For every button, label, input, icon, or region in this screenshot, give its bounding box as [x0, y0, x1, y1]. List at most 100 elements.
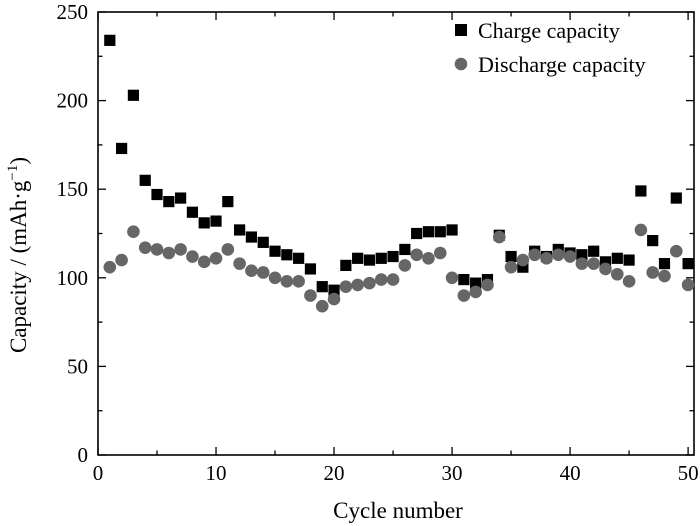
charge-point	[623, 254, 635, 266]
charge-point	[352, 252, 364, 264]
charge-point	[682, 258, 694, 270]
discharge-point	[587, 257, 600, 270]
discharge-point	[422, 252, 435, 265]
charge-point	[222, 196, 234, 208]
x-tick-label: 10	[206, 461, 227, 485]
charge-point	[281, 249, 293, 261]
discharge-point	[280, 275, 294, 288]
charge-point	[210, 215, 222, 227]
y-tick-label: 50	[67, 354, 88, 378]
discharge-point	[150, 243, 164, 256]
charge-point	[269, 245, 281, 257]
charge-point	[670, 192, 682, 204]
plot-frame	[97, 11, 695, 456]
charge-point	[234, 224, 246, 236]
discharge-point	[103, 260, 117, 274]
charge-point	[422, 226, 435, 238]
discharge-point	[374, 273, 388, 286]
x-tick-label: 40	[560, 461, 581, 485]
legend-label-discharge: Discharge capacity	[478, 52, 646, 77]
discharge-point	[540, 252, 553, 265]
charge-point	[517, 261, 529, 273]
charge-point	[186, 206, 199, 218]
discharge-point	[327, 292, 341, 306]
discharge-point	[563, 250, 577, 263]
charge-point	[116, 142, 128, 155]
discharge-point	[233, 257, 246, 270]
y-tick-label: 100	[57, 266, 89, 290]
y-axis-label-superscript: −1	[5, 165, 21, 181]
charge-point	[635, 185, 647, 197]
x-tick-label: 0	[93, 461, 104, 485]
charge-point	[151, 188, 163, 201]
charge-point	[198, 217, 210, 229]
charge-point	[293, 252, 305, 264]
charge-point	[304, 263, 317, 275]
legend: Charge capacity Discharge capacity	[454, 18, 646, 77]
charge-point	[458, 273, 470, 286]
discharge-point	[209, 252, 223, 265]
discharge-point	[646, 266, 659, 279]
discharge-point	[551, 248, 565, 262]
charge-point	[505, 250, 517, 263]
discharge-point	[304, 289, 317, 302]
charge-point	[576, 249, 588, 261]
discharge-point	[457, 289, 471, 302]
discharge-point	[610, 267, 624, 281]
charge-point	[316, 281, 328, 293]
charge-point	[411, 227, 423, 240]
discharge-point	[186, 250, 199, 263]
discharge-point	[445, 271, 459, 285]
discharge-point	[315, 299, 329, 313]
charge-point	[611, 252, 623, 264]
discharge-point	[492, 230, 506, 244]
legend-label-charge: Charge capacity	[478, 18, 620, 43]
discharge-point	[481, 278, 494, 292]
charge-point	[470, 277, 482, 289]
discharge-point	[622, 275, 636, 288]
charge-point	[257, 236, 269, 248]
discharge-point	[504, 260, 518, 274]
discharge-point	[351, 278, 364, 292]
y-tick-label: 250	[57, 0, 89, 24]
charge-point	[328, 284, 340, 296]
charge-point	[363, 254, 376, 266]
discharge-point	[256, 266, 270, 279]
charge-point	[647, 234, 659, 247]
data-points	[103, 34, 695, 313]
charge-point	[340, 259, 352, 271]
charge-point	[104, 34, 116, 46]
discharge-point	[410, 248, 423, 262]
x-tick-label: 50	[678, 461, 699, 485]
charge-point	[139, 174, 151, 186]
charge-point	[399, 243, 411, 256]
discharge-point	[197, 255, 211, 269]
discharge-point	[575, 257, 589, 270]
discharge-point	[634, 223, 648, 237]
axis-ticks	[97, 11, 694, 456]
discharge-point	[268, 271, 282, 285]
charge-point	[588, 245, 600, 257]
discharge-point	[528, 248, 541, 262]
axis-tick-labels: 0 10 20 30 40 50 0 50 100 150 200 250	[57, 0, 699, 485]
charge-point	[127, 89, 140, 101]
x-axis-label: Cycle number	[333, 498, 463, 523]
discharge-point	[339, 280, 353, 293]
discharge-point	[599, 262, 612, 276]
series-discharge	[103, 223, 695, 313]
discharge-point	[433, 246, 447, 260]
y-tick-label: 200	[57, 89, 89, 113]
discharge-point	[174, 243, 187, 256]
discharge-point	[162, 246, 176, 260]
discharge-point	[658, 269, 671, 283]
discharge-point	[398, 259, 412, 272]
charge-point	[434, 226, 446, 238]
discharge-point	[245, 264, 258, 278]
charge-point	[658, 258, 671, 270]
x-tick-label: 20	[324, 461, 345, 485]
charge-point	[245, 231, 258, 243]
x-tick-label: 30	[442, 461, 463, 485]
charge-point	[387, 250, 399, 263]
discharge-point	[127, 225, 140, 239]
